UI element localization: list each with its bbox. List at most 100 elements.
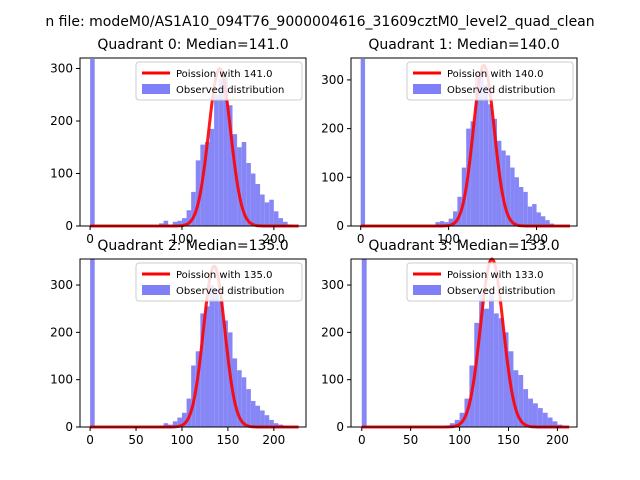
histogram-bar [241,142,247,226]
histogram-bar [532,403,538,427]
histogram-bar [246,163,251,226]
y-tick-label: 200 [321,122,344,136]
y-tick-label: 300 [50,278,73,292]
histogram-bar [250,400,256,427]
legend: Poission with 135.0 Observed distribution [135,262,303,302]
histogram-bar [488,294,494,427]
histogram-bar [537,408,543,427]
histogram-bar [505,155,511,226]
y-tick-label: 200 [321,325,344,339]
y-tick-label: 300 [321,73,344,87]
histogram-bars [90,59,293,227]
histogram-bar [479,294,485,427]
panel-quadrant-3: 0 50 100 150 200 0 100 200 300 Quadrant 3: Median… [321,238,578,447]
x-tick-label: 150 [497,433,520,447]
histogram-bar [204,142,210,226]
legend-observed-swatch [142,84,170,94]
x-tick-label: 100 [171,433,194,447]
x-tick-label: 0 [86,232,94,246]
histogram-bar [200,313,205,427]
y-tick-label: 100 [321,373,344,387]
histogram-bar [540,216,546,226]
histogram-bar [181,218,187,227]
histogram-bar [186,398,192,427]
legend: Poission with 133.0 Observed distribution [406,262,574,302]
histogram-bar [510,167,515,226]
histogram-bar [542,412,548,427]
y-tick-label: 100 [50,373,73,387]
histogram-bar [223,320,228,427]
x-tick-label: 0 [357,232,365,246]
legend-box [135,262,303,302]
histogram-bar [195,160,201,227]
histogram-bar [269,419,274,427]
histogram-bar [260,194,265,226]
histogram-bar [488,104,493,226]
histogram-bar [361,259,367,427]
histogram-bar [453,211,458,226]
histogram-bar [214,289,219,427]
histogram-bar [177,417,182,427]
panel-title: Quadrant 2: Median=135.0 [97,238,288,254]
x-tick-label: 200 [546,433,569,447]
x-tick-label: 150 [216,433,239,447]
legend-observed-label: Observed distribution [447,85,555,96]
histogram-bars [361,259,563,427]
histogram-bar [547,417,553,427]
histogram-bar [237,147,242,226]
histogram-bar [283,221,288,226]
histogram-bar [232,358,238,427]
legend-box [406,61,574,101]
histogram-bar [260,410,265,427]
histogram-bar [227,105,233,226]
legend-observed-label: Observed distribution [176,286,284,297]
y-tick-label: 0 [65,420,73,434]
legend: Poission with 140.0 Observed distribution [406,61,574,101]
histogram-bar [172,421,178,427]
histogram-bar [264,415,270,427]
y-tick-label: 200 [50,114,73,128]
legend-poisson-label: Poission with 133.0 [447,270,543,281]
legend-observed-swatch [142,285,170,295]
legend-observed-swatch [413,285,441,295]
legend-box [135,61,303,101]
x-tick-label: 200 [525,232,548,246]
histogram-bar [204,306,210,427]
histogram-bar [528,398,533,427]
histogram-bar [552,421,558,427]
x-tick-label: 100 [171,232,194,246]
legend-observed-label: Observed distribution [176,85,284,96]
histogram-bar [191,191,196,227]
legend-observed-label: Observed distribution [447,286,555,297]
histogram-bar [449,423,455,427]
panel-quadrant-2: 0 50 100 150 200 0 100 200 300 Quadrant 2: Median… [50,238,307,447]
histogram-bar [250,173,256,226]
x-tick-label: 0 [358,433,366,447]
panel-quadrant-0: 0 100 200 0 100 200 300 Quadrant 0: Median=141.… [50,37,307,246]
histogram-bar [439,221,445,226]
x-tick-label: 100 [448,433,471,447]
panel-title: Quadrant 0: Median=141.0 [97,37,288,53]
x-tick-label: 0 [86,433,94,447]
histogram-bar [474,322,480,427]
histogram-bar [492,118,497,226]
y-tick-label: 100 [321,170,344,184]
histogram-bar [273,211,279,226]
legend-poisson-label: Poission with 135.0 [176,270,272,281]
y-tick-label: 0 [336,219,344,233]
histogram-bar [273,423,279,427]
histogram-bar [536,212,541,226]
histogram-bar [241,377,247,427]
histogram-bar [474,72,480,226]
histogram-bar [523,191,528,226]
panel-quadrant-1: 0 100 200 0 100 200 300 Quadrant 1: Median=140.… [321,37,578,246]
histogram-bar [163,220,169,226]
x-tick-label: 50 [128,433,143,447]
histogram-bar [186,210,192,226]
axes-frame [350,57,578,227]
histogram-bar [527,206,533,226]
histogram-bar [163,423,169,427]
histogram-bar [470,121,475,226]
histogram-bar [501,150,506,226]
